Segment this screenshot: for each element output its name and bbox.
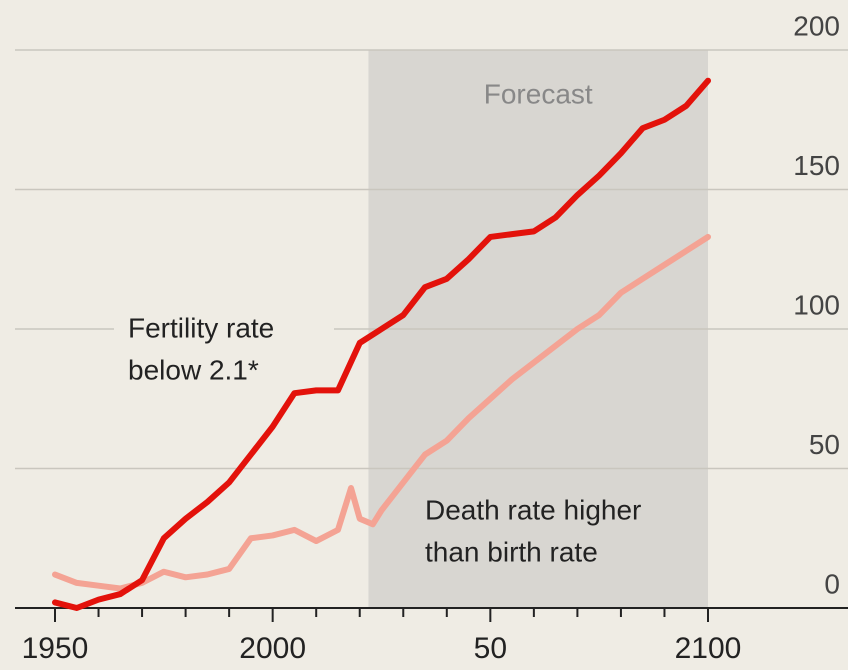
forecast-label: Forecast (484, 78, 593, 109)
y-tick-label: 200 (793, 10, 840, 41)
series-label: than birth rate (425, 536, 598, 567)
y-tick-label: 50 (809, 429, 840, 460)
series-label: Fertility rate (128, 312, 274, 343)
series-line (52, 77, 711, 611)
label-bg (114, 310, 334, 350)
y-tick-label: 150 (793, 150, 840, 181)
x-tick-label: 1950 (22, 632, 89, 665)
y-tick-label: 100 (793, 289, 840, 320)
series-label: below 2.1* (128, 354, 259, 385)
x-tick-label: 2100 (675, 632, 742, 665)
x-tick-label: 2000 (239, 632, 306, 665)
series-line (52, 233, 711, 592)
x-tick-label: 50 (474, 632, 507, 665)
y-tick-label: 0 (824, 568, 840, 599)
series-label: Death rate higher (425, 494, 641, 525)
